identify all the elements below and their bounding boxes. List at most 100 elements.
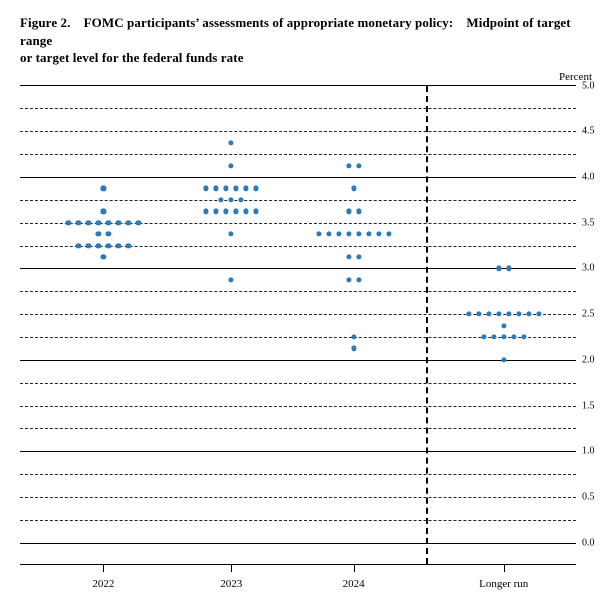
gridline-minor: [20, 474, 576, 475]
data-dot: [244, 186, 249, 191]
y-tick-label: 0.0: [582, 537, 595, 548]
data-dot: [356, 209, 361, 214]
data-dot: [116, 220, 121, 225]
data-dot: [346, 209, 351, 214]
data-dot: [356, 163, 361, 168]
data-dot: [466, 312, 471, 317]
y-tick-label: 2.5: [582, 309, 595, 320]
data-dot: [101, 254, 106, 259]
data-dot: [351, 186, 356, 191]
gridline-minor: [20, 406, 576, 407]
data-dot: [106, 220, 111, 225]
x-tick-label: Longer run: [479, 578, 528, 590]
x-tick-label: 2023: [220, 578, 242, 590]
data-dot: [229, 197, 234, 202]
gridline-minor: [20, 223, 576, 224]
data-dot: [496, 266, 501, 271]
gridline-major: [20, 543, 576, 544]
data-dot: [346, 254, 351, 259]
x-tick-label: 2024: [343, 578, 365, 590]
data-dot: [516, 312, 521, 317]
data-dot: [476, 312, 481, 317]
y-tick-label: 5.0: [582, 80, 595, 91]
data-dot: [204, 186, 209, 191]
x-tick-label: 2022: [92, 578, 114, 590]
data-dot: [214, 209, 219, 214]
gridline-minor: [20, 497, 576, 498]
y-tick-label: 0.5: [582, 492, 595, 503]
data-dot: [126, 243, 131, 248]
data-dot: [386, 232, 391, 237]
title-line-2: or target level for the federal funds ra…: [20, 50, 244, 65]
category-divider: [426, 86, 428, 564]
data-dot: [126, 220, 131, 225]
data-dot: [239, 197, 244, 202]
data-dot: [511, 334, 516, 339]
dot-plot-chart: Percent 0.00.51.01.52.02.53.03.54.04.55.…: [20, 85, 592, 565]
data-dot: [351, 334, 356, 339]
data-dot: [96, 220, 101, 225]
data-dot: [219, 197, 224, 202]
title-line-1: Figure 2. FOMC participants’ assessments…: [20, 15, 571, 48]
data-dot: [366, 232, 371, 237]
data-dot: [496, 312, 501, 317]
gridline-minor: [20, 383, 576, 384]
data-dot: [229, 277, 234, 282]
data-dot: [234, 186, 239, 191]
data-dot: [214, 186, 219, 191]
data-dot: [116, 243, 121, 248]
data-dot: [506, 312, 511, 317]
data-dot: [101, 186, 106, 191]
gridline-minor: [20, 154, 576, 155]
data-dot: [506, 266, 511, 271]
gridline-minor: [20, 246, 576, 247]
data-dot: [481, 334, 486, 339]
data-dot: [66, 220, 71, 225]
x-tick-mark: [231, 564, 232, 572]
y-tick-label: 2.0: [582, 354, 595, 365]
data-dot: [356, 232, 361, 237]
data-dot: [501, 323, 506, 328]
chart-title: Figure 2. FOMC participants’ assessments…: [20, 14, 592, 67]
data-dot: [376, 232, 381, 237]
data-dot: [526, 312, 531, 317]
gridline-major: [20, 451, 576, 452]
y-tick-label: 4.5: [582, 126, 595, 137]
data-dot: [86, 220, 91, 225]
data-dot: [356, 277, 361, 282]
gridline-minor: [20, 200, 576, 201]
gridline-minor: [20, 291, 576, 292]
gridline-major: [20, 177, 576, 178]
data-dot: [101, 209, 106, 214]
data-dot: [76, 243, 81, 248]
data-dot: [316, 232, 321, 237]
data-dot: [501, 357, 506, 362]
data-dot: [486, 312, 491, 317]
gridline-minor: [20, 314, 576, 315]
data-dot: [136, 220, 141, 225]
y-tick-label: 1.0: [582, 446, 595, 457]
gridline-major: [20, 268, 576, 269]
data-dot: [96, 232, 101, 237]
gridline-minor: [20, 428, 576, 429]
data-dot: [254, 186, 259, 191]
data-dot: [351, 346, 356, 351]
data-dot: [106, 243, 111, 248]
data-dot: [346, 163, 351, 168]
x-tick-mark: [103, 564, 104, 572]
data-dot: [356, 254, 361, 259]
data-dot: [521, 334, 526, 339]
data-dot: [536, 312, 541, 317]
data-dot: [491, 334, 496, 339]
data-dot: [501, 334, 506, 339]
data-dot: [254, 209, 259, 214]
data-dot: [326, 232, 331, 237]
data-dot: [224, 209, 229, 214]
data-dot: [244, 209, 249, 214]
y-tick-label: 3.5: [582, 217, 595, 228]
data-dot: [346, 232, 351, 237]
data-dot: [204, 209, 209, 214]
gridline-minor: [20, 520, 576, 521]
data-dot: [346, 277, 351, 282]
gridline-minor: [20, 108, 576, 109]
